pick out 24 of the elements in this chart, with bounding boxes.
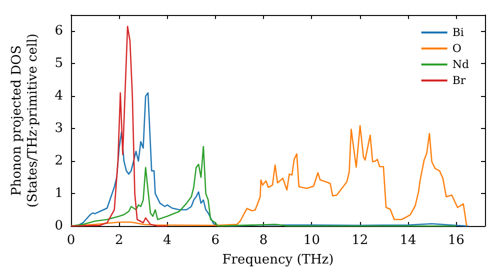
y-tick-label: 0 bbox=[54, 218, 63, 234]
x-tick-label: 12 bbox=[352, 233, 368, 248]
y-axis-title: Phonon projected DOS (States/THz·primitive cell) bbox=[10, 33, 40, 208]
y-tick-label: 5 bbox=[54, 56, 63, 72]
x-tick-label: 14 bbox=[400, 233, 416, 248]
x-tick-label: 10 bbox=[303, 233, 320, 248]
y-tick-label: 3 bbox=[54, 121, 63, 136]
line-series bbox=[70, 146, 457, 227]
x-tick-label: 16 bbox=[448, 233, 464, 248]
x-tick-label: 0 bbox=[66, 233, 76, 248]
y-tick-label: 1 bbox=[54, 186, 63, 202]
y-tick-label: 2 bbox=[54, 154, 63, 169]
x-tick-label: 8 bbox=[259, 233, 268, 248]
legend-label: Nd bbox=[452, 58, 470, 71]
x-tick-label: 2 bbox=[115, 233, 124, 248]
y-tick-label: 6 bbox=[54, 24, 63, 39]
x-axis-title: Frequency (THz) bbox=[222, 252, 334, 268]
x-tick-label: 4 bbox=[163, 233, 172, 248]
line-series bbox=[70, 26, 168, 227]
legend-label: Bi bbox=[452, 26, 464, 39]
legend-label: O bbox=[452, 42, 462, 55]
y-tick-label: 4 bbox=[54, 88, 63, 104]
legend-label: Br bbox=[452, 74, 466, 87]
x-tick-label: 6 bbox=[211, 233, 220, 248]
